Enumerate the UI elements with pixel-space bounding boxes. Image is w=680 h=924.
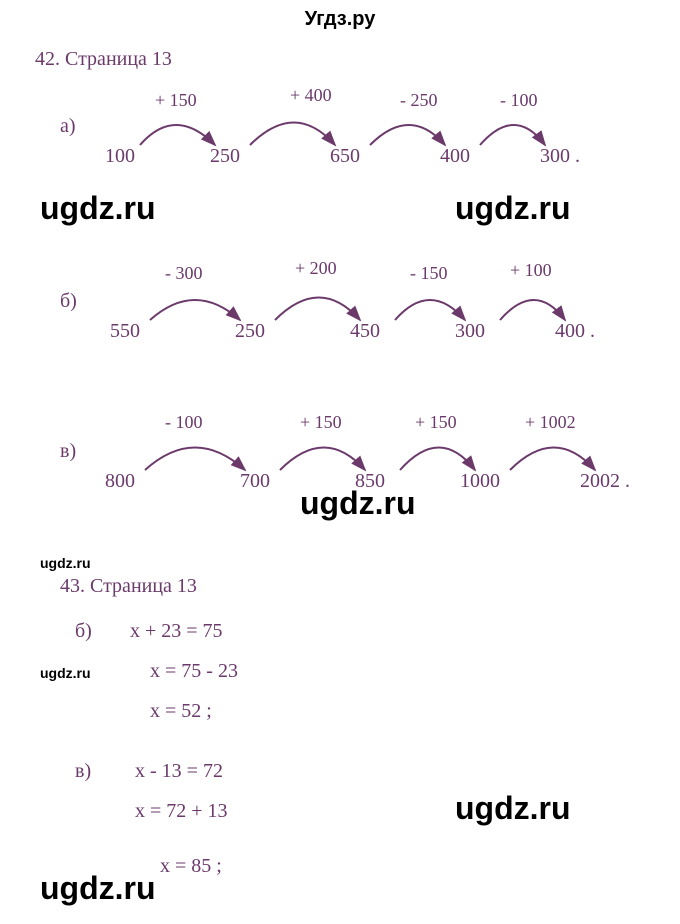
ex43-b-line-1: x = 75 - 23 <box>150 660 238 683</box>
row-b-val-2: 450 <box>350 320 380 343</box>
watermark: ugdz.ru <box>40 190 156 227</box>
row-c-val-0: 800 <box>105 470 135 493</box>
row-c-val-3: 1000 <box>460 470 500 493</box>
ex43-b-line-2: x = 52 ; <box>150 700 212 723</box>
watermark: ugdz.ru <box>40 555 91 571</box>
row-b-op-3: + 100 <box>510 260 552 281</box>
watermark: ugdz.ru <box>40 870 156 907</box>
ex43-v-label: в) <box>75 760 91 783</box>
watermark: ugdz.ru <box>300 485 416 522</box>
page: Угдз.ру 42. Страница 13 а) + 150 + 400 -… <box>0 0 680 924</box>
row-c-val-4: 2002 . <box>580 470 630 493</box>
row-b-val-4: 400 . <box>555 320 595 343</box>
ex43-v-line-1: x = 72 + 13 <box>135 800 228 823</box>
ex43-b-line-0: x + 23 = 75 <box>130 620 223 643</box>
watermark: ugdz.ru <box>455 190 571 227</box>
watermark: ugdz.ru <box>40 665 91 681</box>
arrows-svg <box>0 0 680 924</box>
ex43-b-label: б) <box>75 620 92 643</box>
row-b-op-2: - 150 <box>410 263 448 284</box>
row-c-op-2: + 150 <box>415 412 457 433</box>
row-c-label: в) <box>60 440 76 463</box>
row-b-label: б) <box>60 290 77 313</box>
row-c-op-0: - 100 <box>165 412 203 433</box>
row-c-op-3: + 1002 <box>525 412 576 433</box>
row-b-val-0: 550 <box>110 320 140 343</box>
ex43-v-line-0: x - 13 = 72 <box>135 760 223 783</box>
watermark: ugdz.ru <box>455 790 571 827</box>
row-b-op-0: - 300 <box>165 263 203 284</box>
row-b-op-1: + 200 <box>295 258 337 279</box>
ex43-title: 43. Страница 13 <box>60 575 197 598</box>
row-c-op-1: + 150 <box>300 412 342 433</box>
ex43-v-line-2: x = 85 ; <box>160 855 222 878</box>
row-b-val-1: 250 <box>235 320 265 343</box>
row-b-val-3: 300 <box>455 320 485 343</box>
row-c-val-1: 700 <box>240 470 270 493</box>
